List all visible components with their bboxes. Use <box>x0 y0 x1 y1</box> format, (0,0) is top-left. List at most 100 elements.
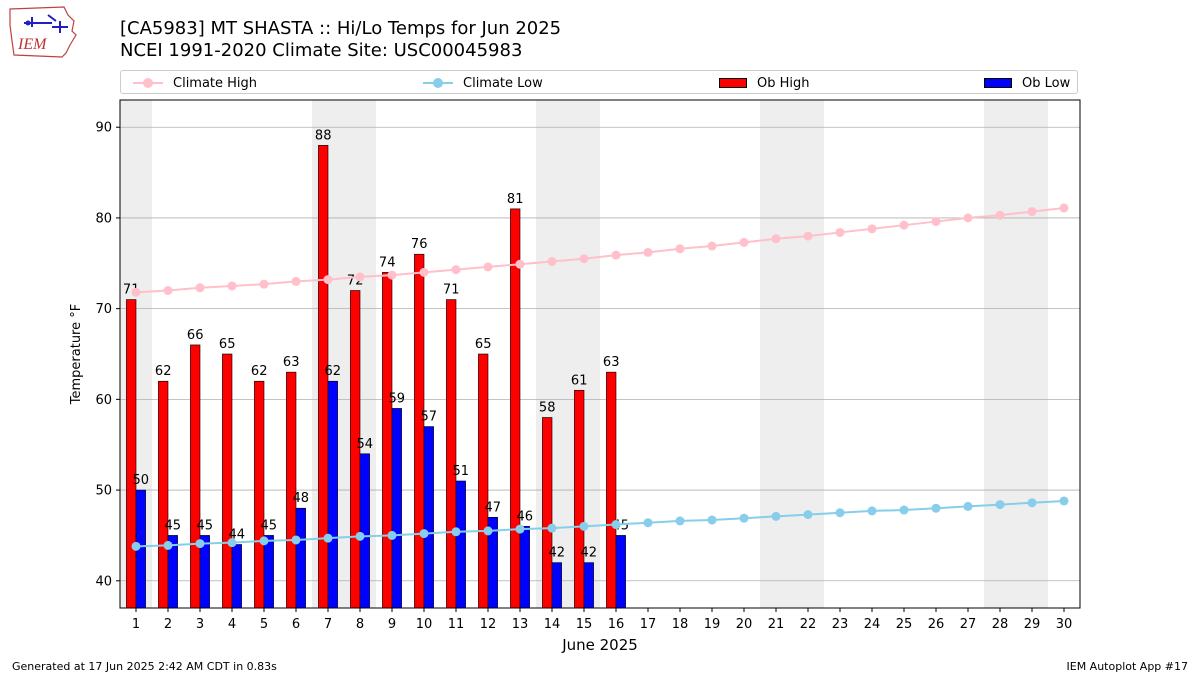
y-tick-label: 70 <box>95 302 112 317</box>
climate-high-point <box>355 272 365 282</box>
climate-low-point <box>419 529 429 539</box>
legend-label-climate-low: Climate Low <box>463 75 543 91</box>
x-tick-label: 16 <box>608 617 625 632</box>
ob-low-bar <box>327 380 338 609</box>
x-tick-label: 8 <box>356 617 364 632</box>
ob-high-bar <box>574 389 585 609</box>
climate-high-point <box>547 256 557 266</box>
climate-low-point <box>995 500 1005 510</box>
ob-high-bar <box>478 353 489 609</box>
x-tick-label: 5 <box>260 617 268 632</box>
climate-low-point <box>643 518 653 528</box>
x-tick-label: 23 <box>832 617 849 632</box>
climate-high-point <box>803 231 813 241</box>
ob-high-data-label: 65 <box>219 337 236 352</box>
ob-low-data-label: 42 <box>549 546 566 561</box>
ob-low-data-label: 59 <box>389 391 406 406</box>
climate-high-point <box>899 220 909 230</box>
x-tick-label: 7 <box>324 617 332 632</box>
ob-high-bar <box>286 371 297 609</box>
ob-low-data-label: 51 <box>453 464 470 479</box>
climate-high-point <box>611 250 621 260</box>
climate-low-point <box>483 526 493 536</box>
climate-low-point <box>867 506 877 516</box>
y-tick-label: 50 <box>95 484 112 499</box>
ob-high-bar <box>382 272 393 609</box>
ob-low-bar <box>455 480 466 609</box>
chart-subtitle: NCEI 1991-2020 Climate Site: USC00045983 <box>120 40 523 61</box>
climate-high-point <box>675 244 685 254</box>
ob-low-bar <box>359 453 370 609</box>
x-tick-label: 15 <box>576 617 593 632</box>
ob-low-data-label: 57 <box>421 410 438 425</box>
ob-low-bar <box>295 507 306 609</box>
x-tick-label: 19 <box>704 617 721 632</box>
climate-low-point <box>163 540 173 550</box>
climate-high-point <box>835 227 845 237</box>
x-tick-label: 21 <box>768 617 785 632</box>
y-tick-label: 80 <box>95 211 112 226</box>
ob-low-bar <box>263 535 274 609</box>
weekend-band <box>792 100 824 608</box>
ob-high-bar <box>510 208 521 609</box>
climate-high-point <box>291 276 301 286</box>
ob-low-data-label: 45 <box>165 518 182 533</box>
climate-low-point <box>1027 498 1037 508</box>
ob-low-data-label: 45 <box>261 518 278 533</box>
ob-low-bar <box>391 408 402 609</box>
x-tick-label: 4 <box>228 617 236 632</box>
ob-low-data-label: 50 <box>133 473 150 488</box>
x-tick-label: 12 <box>480 617 497 632</box>
climate-high-point <box>931 217 941 227</box>
x-tick-label: 25 <box>896 617 913 632</box>
y-tick-label: 60 <box>95 393 112 408</box>
ob-low-bar <box>615 535 626 609</box>
ob-high-data-label: 71 <box>443 283 460 298</box>
ob-high-data-label: 62 <box>155 364 172 379</box>
ob-low-data-label: 54 <box>357 437 374 452</box>
climate-high-point <box>579 254 589 264</box>
ob-low-bar <box>231 544 242 609</box>
x-tick-label: 13 <box>512 617 529 632</box>
ob-high-data-label: 62 <box>251 364 268 379</box>
ob-high-data-label: 63 <box>603 355 620 370</box>
ob-low-swatch <box>984 78 1012 88</box>
ob-high-bar <box>190 344 201 609</box>
climate-low-point <box>227 538 237 548</box>
chart-title: [CA5983] MT SHASTA :: Hi/Lo Temps for Ju… <box>120 18 562 39</box>
legend-item-ob-low: Ob Low <box>984 74 1070 92</box>
climate-low-point <box>387 530 397 540</box>
weekend-band <box>1016 100 1048 608</box>
iowa-outline <box>9 6 77 58</box>
ob-high-swatch <box>719 78 747 88</box>
climate-high-point <box>1027 207 1037 217</box>
x-tick-label: 11 <box>448 617 465 632</box>
ob-high-data-label: 76 <box>411 237 428 252</box>
weekend-band <box>760 100 792 608</box>
climate-low-point <box>771 511 781 521</box>
ob-high-data-label: 58 <box>539 401 556 416</box>
legend-label-climate-high: Climate High <box>173 75 258 91</box>
ob-low-bar <box>583 562 594 609</box>
x-tick-label: 14 <box>544 617 561 632</box>
legend-item-climate-high: Climate High <box>133 74 257 92</box>
climate-low-point <box>195 539 205 549</box>
x-tick-label: 20 <box>736 617 753 632</box>
x-tick-label: 2 <box>164 617 172 632</box>
x-tick-label: 1 <box>132 617 140 632</box>
ob-high-bar <box>158 380 169 609</box>
climate-high-point <box>323 275 333 285</box>
weekend-band <box>984 100 1016 608</box>
climate-high-point <box>515 259 525 269</box>
climate-high-point <box>963 213 973 223</box>
climate-high-point <box>643 247 653 257</box>
climate-low-point <box>547 523 557 533</box>
ob-high-bar <box>414 253 425 609</box>
climate-low-point <box>835 508 845 518</box>
climate-high-line <box>135 206 1065 294</box>
ob-low-data-label: 62 <box>325 364 342 379</box>
y-tick-label: 40 <box>95 574 112 589</box>
climate-high-point <box>259 279 269 289</box>
climate-high-point <box>483 262 493 272</box>
